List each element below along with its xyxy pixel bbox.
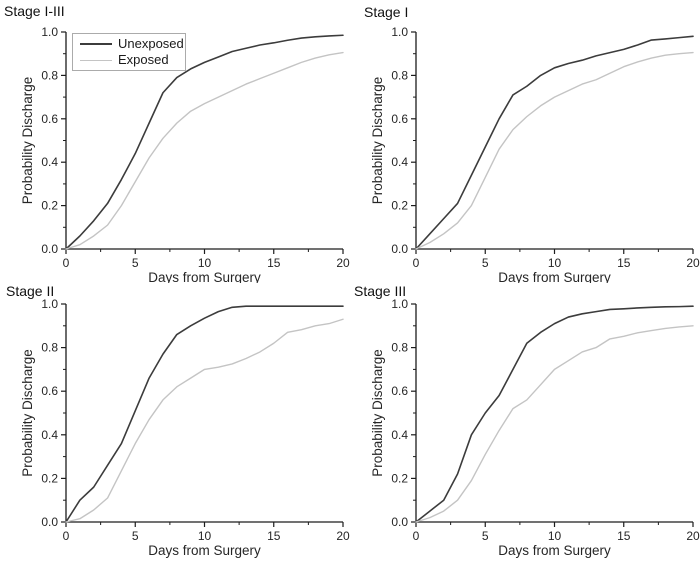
x-tick-label: 0	[63, 529, 70, 543]
stage-ii-plot: 0 5 10 15 20 0.0 0.2 0.4 0.6 0.8 1.0 Days from Surg…	[20, 297, 350, 558]
legend-label-unexposed: Unexposed	[118, 35, 184, 51]
curve-unexposed	[65, 305, 344, 523]
x-tick-label: 10	[198, 256, 212, 270]
y-tick-label: 0.0	[391, 242, 408, 256]
y-tick-label: 0.2	[41, 199, 58, 213]
panel-title-stage-i-iii: Stage I-III	[4, 3, 65, 19]
x-tick-label: 0	[413, 529, 420, 543]
x-tick-label: 10	[548, 256, 562, 270]
y-tick-label: 0.2	[391, 471, 408, 485]
axis-lines	[65, 304, 343, 523]
y-tick-label: 0.4	[41, 155, 58, 169]
panel-stage-iii: 0 5 10 15 20 0.0 0.2 0.4 0.6 0.8 1.0 Days from Surg…	[350, 283, 700, 566]
y-tick-label: 0.0	[41, 515, 58, 529]
y-tick-label: 1.0	[41, 297, 58, 311]
panel-title-stage-ii: Stage II	[6, 283, 55, 299]
legend-line-unexposed	[80, 42, 112, 45]
legend-entry-exposed: Exposed	[73, 52, 185, 68]
x-tick-label: 15	[267, 529, 281, 543]
y-tick-label: 0.4	[41, 428, 58, 442]
y-axis-label: Probability Discharge	[20, 349, 35, 477]
x-tick-label: 20	[336, 529, 350, 543]
y-tick-label: 0.8	[391, 341, 408, 355]
x-tick-label: 15	[617, 256, 631, 270]
x-tick-label: 20	[686, 256, 700, 270]
x-tick-label: 20	[686, 529, 700, 543]
legend-line-exposed	[80, 59, 112, 61]
y-tick-label: 1.0	[391, 297, 408, 311]
curve-unexposed	[65, 34, 344, 250]
stage-iii-plot: 0 5 10 15 20 0.0 0.2 0.4 0.6 0.8 1.0 Days from Surg…	[370, 297, 700, 558]
x-tick-label: 10	[548, 529, 562, 543]
legend-entry-unexposed: Unexposed	[73, 36, 185, 52]
y-tick-label: 0.2	[41, 471, 58, 485]
y-tick-label: 0.4	[391, 155, 408, 169]
y-tick-label: 1.0	[391, 25, 408, 39]
x-tick-label: 5	[482, 256, 489, 270]
y-tick-label: 0.0	[391, 515, 408, 529]
panel-stage-ii: 0 5 10 15 20 0.0 0.2 0.4 0.6 0.8 1.0 Days from Surg…	[0, 283, 350, 566]
panel-title-stage-i: Stage I	[364, 4, 409, 20]
y-tick-label: 0.6	[391, 112, 408, 126]
curve-exposed	[65, 51, 344, 250]
x-axis-label: Days from Surgery	[498, 270, 611, 283]
y-axis-label: Probability Discharge	[20, 77, 35, 205]
x-tick-label: 15	[267, 256, 281, 270]
x-tick-label: 0	[413, 256, 420, 270]
stage-i-plot: 0 5 10 15 20 0.0 0.2 0.4 0.6 0.8 1.0 Days from Surg…	[370, 25, 700, 283]
curve-exposed	[415, 51, 694, 250]
x-tick-label: 0	[63, 256, 70, 270]
x-tick-label: 15	[617, 529, 631, 543]
legend-label-exposed: Exposed	[118, 52, 169, 68]
y-tick-label: 0.4	[391, 428, 408, 442]
y-tick-label: 0.6	[391, 384, 408, 398]
stage-i-iii-plot: 0 5 10 15 20 0.0 0.2 0.4 0.6 0.8 1.0 Days from Surg…	[20, 25, 350, 283]
y-axis-label: Probability Discharge	[370, 349, 385, 477]
panel-title-stage-iii: Stage III	[354, 283, 407, 299]
curve-unexposed	[415, 305, 694, 523]
curve-exposed	[65, 318, 344, 523]
legend: Unexposed Exposed	[72, 33, 186, 71]
y-tick-label: 1.0	[41, 25, 58, 39]
curve-exposed	[415, 325, 694, 523]
panel-stage-i: 0 5 10 15 20 0.0 0.2 0.4 0.6 0.8 1.0 Days from Surg…	[350, 0, 700, 283]
y-tick-label: 0.8	[41, 341, 58, 355]
y-tick-label: 0.8	[41, 68, 58, 82]
y-tick-label: 0.8	[391, 68, 408, 82]
y-tick-label: 0.6	[41, 384, 58, 398]
y-tick-label: 0.2	[391, 199, 408, 213]
y-tick-label: 0.6	[41, 112, 58, 126]
x-axis-label: Days from Surgery	[148, 270, 261, 283]
x-tick-label: 5	[482, 529, 489, 543]
x-tick-label: 20	[336, 256, 350, 270]
axis-lines	[415, 304, 693, 523]
y-axis-label: Probability Discharge	[370, 77, 385, 205]
y-tick-label: 0.0	[41, 242, 58, 256]
x-tick-label: 10	[198, 529, 212, 543]
curve-unexposed	[415, 35, 694, 250]
x-tick-label: 5	[132, 256, 139, 270]
x-axis-label: Days from Surgery	[498, 543, 611, 558]
panel-stage-i-iii: 0 5 10 15 20 0.0 0.2 0.4 0.6 0.8 1.0 Days from Surg…	[0, 0, 350, 283]
x-axis-label: Days from Surgery	[148, 543, 261, 558]
x-tick-label: 5	[132, 529, 139, 543]
axis-lines	[415, 32, 693, 250]
